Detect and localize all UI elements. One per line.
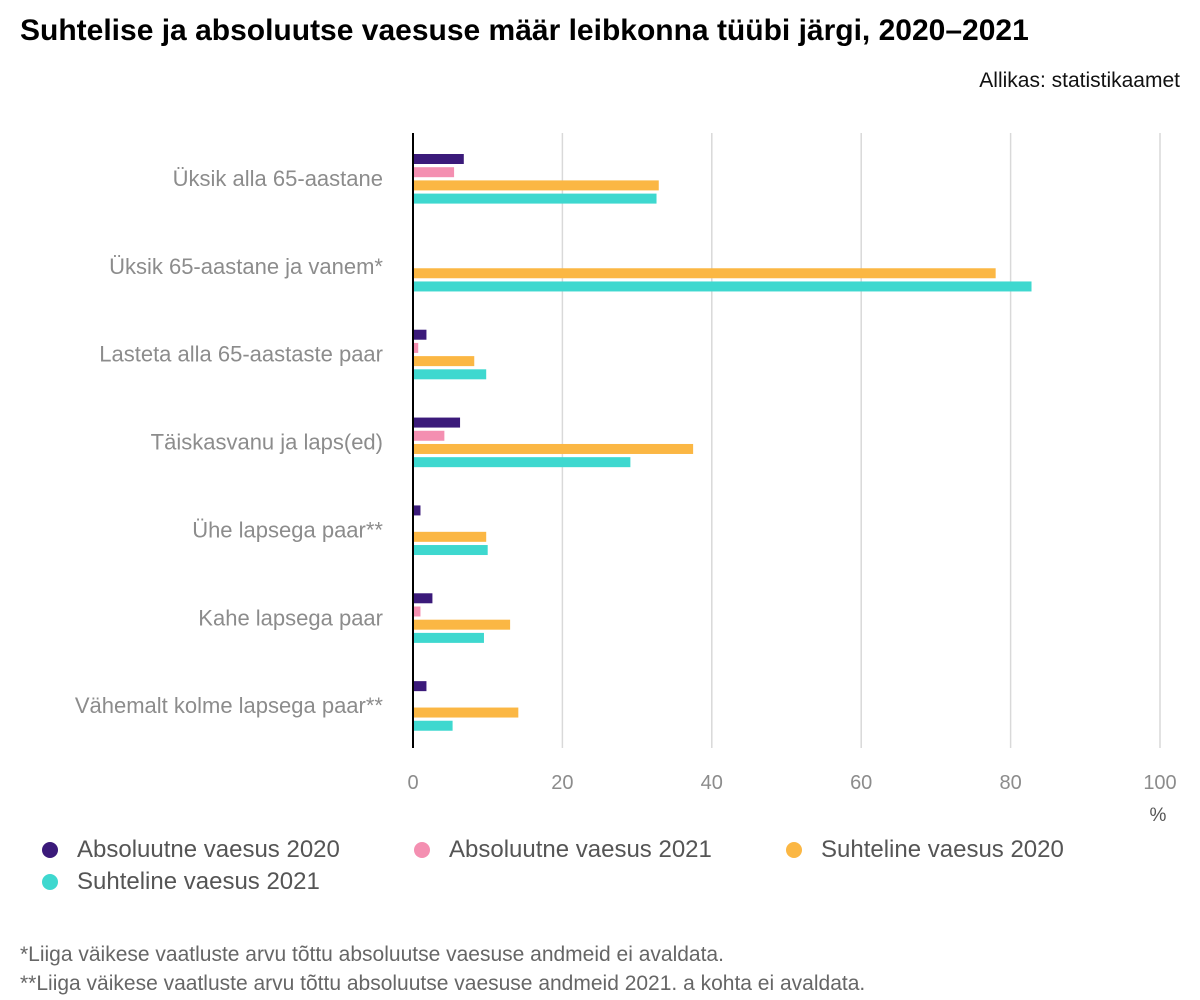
bar-1-series-4 [413, 193, 657, 204]
bar-1-series-3 [413, 180, 659, 191]
bar-4-series-3 [413, 443, 694, 454]
category-label-2: Üksik 65-aastane ja vanem* [109, 254, 383, 279]
bar-4-series-4 [413, 457, 631, 468]
bar-7-series-4 [413, 720, 453, 731]
footnote-2: **Liiga väikese vaatluste arvu tõttu abs… [20, 972, 866, 995]
bar-chart: Üksik alla 65-aastane Üksik 65-aastane ja… [75, 133, 1177, 826]
bar-5-series-3 [413, 531, 487, 542]
legend-item-absolute-2020[interactable]: Absoluutne vaesus 2020 [42, 836, 340, 864]
category-label-4: Täiskasvanu ja laps(ed) [151, 430, 383, 455]
bar-3-series-1 [413, 329, 427, 340]
bar-3-series-2 [413, 342, 419, 353]
legend-label-absolute-2020: Absoluutne vaesus 2020 [77, 836, 340, 863]
category-label-7: Vähemalt kolme lapsega paar** [75, 693, 384, 718]
footnote-1: *Liiga väikese vaatluste arvu tõttu abso… [20, 943, 724, 966]
x-tick-label-20: 20 [551, 772, 573, 794]
bar-1-series-1 [413, 154, 464, 164]
bar-6-series-3 [413, 619, 511, 630]
bar-4-series-1 [413, 417, 461, 428]
bar-6-series-2 [413, 606, 421, 617]
category-label-5: Ühe lapsega paar** [192, 517, 383, 542]
bar-7-series-3 [413, 707, 519, 718]
legend-swatch-relative-2021 [42, 874, 58, 890]
legend-label-relative-2020: Suhteline vaesus 2020 [821, 836, 1064, 863]
bar-6-series-4 [413, 632, 484, 643]
legend-item-relative-2020[interactable]: Suhteline vaesus 2020 [786, 836, 1064, 864]
category-label-6: Kahe lapsega paar [198, 605, 383, 630]
legend-swatch-absolute-2021 [414, 842, 430, 858]
bar-3-series-4 [413, 369, 487, 380]
legend-label-relative-2021: Suhteline vaesus 2021 [77, 868, 320, 895]
source-label: Allikas: statistikaamet [979, 69, 1180, 92]
x-tick-label-80: 80 [999, 772, 1021, 794]
bar-5-series-1 [413, 505, 421, 516]
bar-6-series-1 [413, 593, 433, 604]
category-label-1: Üksik alla 65-aastane [173, 166, 383, 191]
bar-2-series-4 [413, 281, 1032, 292]
x-tick-label-60: 60 [850, 772, 872, 794]
footnotes: *Liiga väikese vaatluste arvu tõttu abso… [20, 940, 865, 998]
x-tick-label-0: 0 [407, 772, 418, 794]
legend-item-absolute-2021[interactable]: Absoluutne vaesus 2021 [414, 836, 712, 864]
bar-1-series-2 [413, 167, 455, 178]
x-unit-label: % [1150, 805, 1167, 826]
bar-5-series-4 [413, 545, 488, 556]
bar-4-series-2 [413, 430, 445, 441]
x-tick-label-100: 100 [1143, 772, 1176, 794]
bar-2-series-3 [413, 268, 996, 279]
category-label-3: Lasteta alla 65-aastaste paar [99, 342, 383, 367]
legend-swatch-absolute-2020 [42, 842, 58, 858]
legend-swatch-relative-2020 [786, 842, 802, 858]
legend-item-relative-2021[interactable]: Suhteline vaesus 2021 [42, 868, 320, 896]
bar-7-series-1 [413, 681, 427, 692]
x-tick-label-40: 40 [701, 772, 723, 794]
legend-label-absolute-2021: Absoluutne vaesus 2021 [449, 836, 712, 863]
chart-title: Suhtelise ja absoluutse vaesuse määr lei… [20, 14, 1029, 47]
bar-3-series-3 [413, 356, 475, 367]
